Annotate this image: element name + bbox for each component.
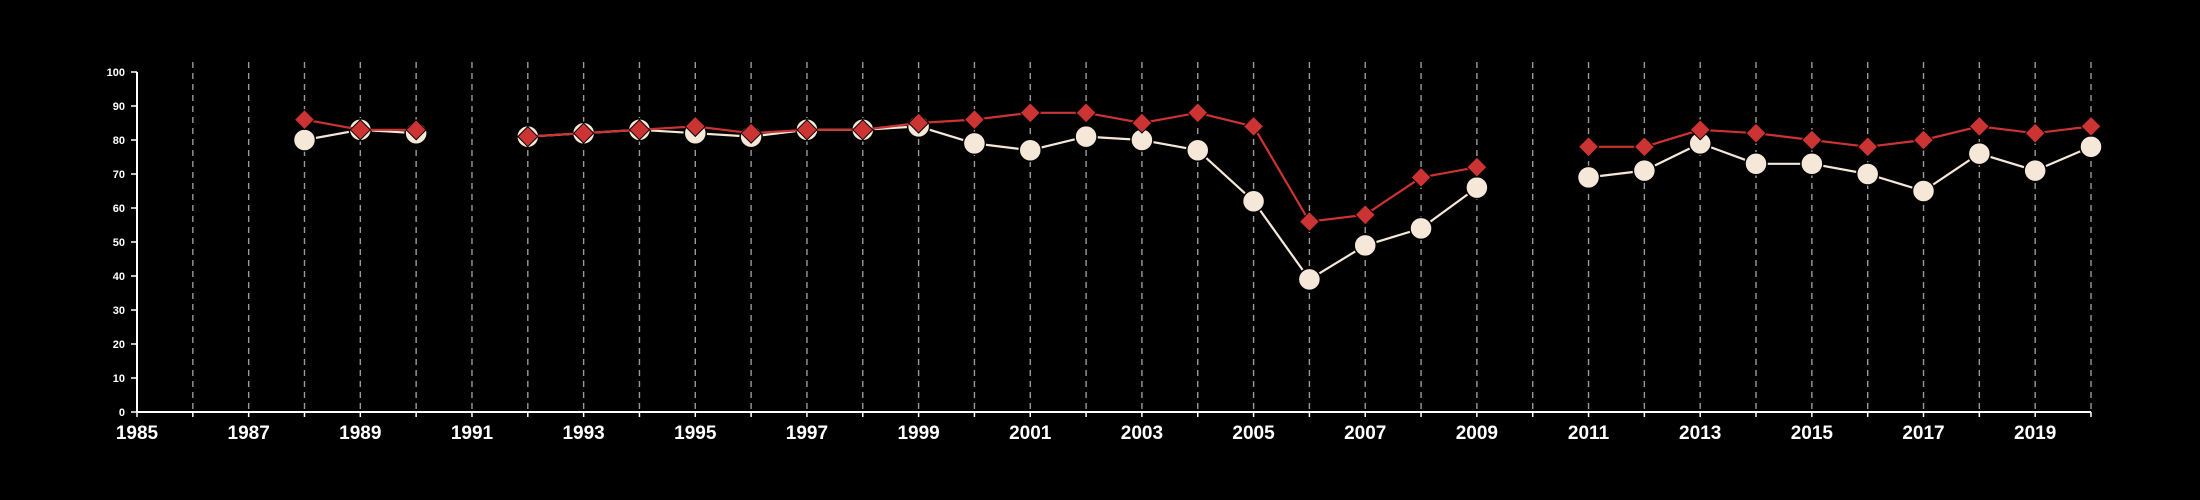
- series-1-point-2004: [1187, 102, 1209, 124]
- series-1-point-2001: [1019, 102, 1041, 124]
- series-2-point-2018: [1967, 141, 1992, 166]
- x-tick-label-1997: 1997: [786, 423, 828, 444]
- series-2-point-2012: [1632, 158, 1657, 183]
- series-1-point-2019: [2024, 122, 2046, 144]
- series-1-point-2017: [1912, 129, 1935, 151]
- x-tick-label-1985: 1985: [116, 423, 159, 444]
- series-1-point-2018: [1968, 115, 1991, 138]
- series-2-point-2008: [1409, 216, 1433, 241]
- series-1-point-1992: [517, 125, 539, 148]
- series-2-point-2014: [1744, 152, 1768, 176]
- series-2-point-2020: [2079, 135, 2103, 159]
- x-tick-label-1995: 1995: [674, 423, 717, 444]
- series-1-point-2011: [1577, 136, 1600, 158]
- axes: 1985 1987 1989 1991 1993 1995 1997 1999 2001 2003…: [107, 67, 2092, 444]
- series-1-point-2002: [1075, 102, 1097, 124]
- series-2-point-2015: [1800, 152, 1824, 176]
- x-tick-label-2005: 2005: [1232, 423, 1275, 444]
- x-tick-label-1991: 1991: [451, 423, 494, 444]
- series-1-point-2005: [1242, 115, 1265, 138]
- series-2-point-2005: [1241, 189, 1266, 213]
- y-tick-label-90: 90: [113, 101, 125, 113]
- x-tick-label-2007: 2007: [1344, 423, 1386, 444]
- series-2-point-2009: [1465, 175, 1489, 200]
- x-tick-label-2003: 2003: [1121, 423, 1163, 444]
- series-1-point-2007: [1354, 204, 1376, 226]
- x-tick-label-1989: 1989: [339, 423, 381, 444]
- series-2-point-2002: [1074, 124, 1098, 149]
- series-1-point-2003: [1131, 112, 1153, 134]
- series-2-point-2006: [1297, 267, 1322, 292]
- x-tick-label-2001: 2001: [1009, 423, 1052, 444]
- series-1-point-1995: [684, 115, 706, 138]
- series-2-point-2017: [1911, 179, 1936, 203]
- series-1-point-1988: [293, 108, 316, 131]
- series-1-point-1997: [796, 119, 818, 141]
- series-1-point-2000: [963, 108, 986, 131]
- y-tick-label-10: 10: [113, 373, 125, 385]
- series-2-point-2001: [1018, 138, 1043, 162]
- y-tick-label-70: 70: [113, 169, 125, 181]
- series-1-point-2008: [1410, 166, 1432, 189]
- x-tick-label-1993: 1993: [562, 423, 604, 444]
- series-1-point-1990: [405, 119, 427, 141]
- series-1-point-2020: [2080, 115, 2102, 138]
- series-1: [293, 102, 2102, 233]
- x-tick-label-2017: 2017: [1902, 423, 1944, 444]
- x-tick-label-2011: 2011: [1568, 423, 1610, 444]
- y-tick-label-50: 50: [113, 237, 125, 249]
- series-1-point-2014: [1745, 122, 1767, 144]
- series-2-point-2004: [1185, 138, 1210, 162]
- series-2-point-2011: [1576, 165, 1601, 190]
- x-tick-label-2019: 2019: [2014, 423, 2056, 444]
- series-1-point-2012: [1633, 136, 1656, 158]
- series-2-point-2016: [1855, 162, 1880, 186]
- series-1-point-1999: [907, 112, 930, 134]
- series-2-point-2000: [962, 131, 987, 156]
- series-1-point-2009: [1466, 156, 1488, 178]
- series-1-point-1998: [852, 119, 874, 141]
- y-tick-label-20: 20: [113, 339, 125, 351]
- y-tick-label-80: 80: [113, 135, 125, 147]
- series-1-point-1993: [572, 122, 595, 144]
- series-2-line-3: [1588, 142, 2092, 193]
- series-1-point-2016: [1856, 136, 1879, 158]
- series-1-point-1996: [740, 122, 762, 144]
- series-2-point-1988: [292, 128, 317, 152]
- series-1-point-1989: [349, 119, 372, 141]
- y-tick-label-100: 100: [107, 67, 125, 79]
- x-tick-label-2015: 2015: [1791, 423, 1834, 444]
- series-1-point-2013: [1689, 119, 1711, 141]
- x-tick-label-1999: 1999: [897, 423, 939, 444]
- series-1-point-2015: [1801, 129, 1823, 151]
- y-tick-label-60: 60: [113, 203, 125, 215]
- y-tick-label-40: 40: [113, 271, 125, 283]
- series-1-point-2006: [1298, 210, 1321, 233]
- series-2-point-2019: [2023, 158, 2047, 183]
- series-group: [292, 102, 2103, 292]
- y-tick-label-30: 30: [113, 305, 125, 317]
- series-1-point-1994: [628, 119, 651, 141]
- x-tick-label-1987: 1987: [228, 423, 270, 444]
- x-tick-label-2009: 2009: [1456, 423, 1498, 444]
- series-1-line-3: [1588, 125, 2092, 148]
- y-tick-label-0: 0: [119, 407, 125, 419]
- x-tick-label-2013: 2013: [1679, 423, 1721, 444]
- series-2-point-2007: [1353, 233, 1377, 258]
